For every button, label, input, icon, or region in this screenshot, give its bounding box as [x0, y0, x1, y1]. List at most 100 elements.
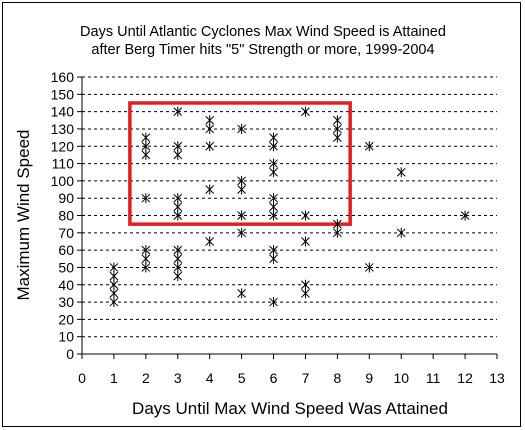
x-tick-label-8: 8	[333, 370, 341, 386]
x-tick-label-6: 6	[270, 370, 278, 386]
data-point	[173, 193, 183, 204]
data-point	[205, 115, 215, 126]
highlight-box	[128, 101, 352, 226]
y-tick-label-30: 30	[58, 294, 74, 310]
x-axis-title: Days Until Max Wind Speed Was Attained	[132, 399, 448, 418]
data-point	[173, 253, 183, 264]
data-point	[301, 210, 310, 221]
data-point	[269, 201, 278, 212]
data-point	[141, 141, 151, 152]
y-tick-label-50: 50	[58, 259, 74, 275]
x-tick-label-10: 10	[393, 370, 409, 386]
data-point	[301, 236, 310, 247]
data-point	[173, 149, 183, 160]
data-point	[269, 158, 278, 169]
data-point	[237, 288, 246, 299]
y-tick-label-110: 110	[52, 156, 75, 172]
x-tick-label-1: 1	[110, 370, 118, 386]
y-tick-label-130: 130	[51, 121, 75, 137]
data-point	[269, 132, 278, 143]
data-point	[364, 141, 374, 152]
y-tick-label-120: 120	[51, 138, 75, 154]
y-tick-label-60: 60	[58, 242, 74, 258]
data-point	[333, 115, 342, 126]
data-point	[237, 184, 246, 195]
y-tick-label-100: 100	[51, 173, 75, 189]
y-tick-label-160: 160	[51, 69, 75, 85]
data-point	[205, 184, 215, 195]
data-point	[237, 210, 246, 221]
x-tick-label-0: 0	[78, 370, 86, 386]
data-point	[173, 271, 183, 282]
axes	[77, 76, 498, 359]
data-point	[301, 106, 310, 117]
data-point	[173, 262, 183, 273]
data-point	[396, 227, 406, 238]
data-point	[141, 149, 151, 160]
data-point	[173, 106, 183, 117]
x-tick-label-11: 11	[426, 370, 441, 386]
data-point	[333, 219, 342, 230]
data-point	[141, 193, 151, 204]
data-point	[109, 288, 119, 299]
x-tick-label-12: 12	[457, 370, 473, 386]
data-point	[269, 253, 278, 264]
data-point	[205, 123, 215, 134]
y-tick-label-20: 20	[58, 311, 74, 327]
x-tick-label-5: 5	[238, 370, 246, 386]
x-tick-label-3: 3	[174, 370, 182, 386]
y-tick-label-150: 150	[51, 86, 75, 102]
data-point	[333, 123, 342, 134]
data-point	[269, 141, 278, 152]
chart-title-line-1: Days Until Atlantic Cyclones Max Wind Sp…	[80, 24, 446, 40]
data-point	[173, 201, 183, 212]
data-point	[301, 288, 310, 299]
y-axis-title: Maximum Wind Speed	[14, 129, 33, 300]
data-point	[237, 227, 246, 238]
data-point	[109, 271, 119, 282]
data-point	[333, 132, 342, 143]
y-tick-label-140: 140	[51, 104, 75, 120]
x-tick-label-4: 4	[206, 370, 214, 386]
x-tick-label-7: 7	[302, 370, 310, 386]
data-point	[173, 245, 183, 256]
data-point	[269, 167, 278, 178]
data-point	[333, 227, 342, 238]
data-point	[141, 253, 151, 264]
y-tick-label-0: 0	[66, 346, 74, 362]
y-tick-label-10: 10	[58, 329, 74, 345]
data-point	[237, 123, 246, 134]
data-point	[109, 297, 119, 308]
data-points	[109, 106, 470, 308]
data-point	[269, 245, 278, 256]
data-point	[396, 167, 406, 178]
data-point	[205, 236, 215, 247]
data-point	[109, 262, 119, 273]
data-point	[141, 132, 151, 143]
chart-title-line-2: after Berg Timer hits "5" Strength or mo…	[91, 42, 434, 58]
y-tick-label-80: 80	[58, 208, 74, 224]
data-point	[109, 279, 119, 290]
y-tick-label-70: 70	[58, 225, 74, 241]
highlight-box-layer	[128, 101, 352, 226]
data-point	[173, 141, 183, 152]
chart-frame	[2, 2, 521, 427]
x-tick-labels: 0 1 2 3 4 5 6 7 8 9 10 11 12 13	[78, 370, 505, 386]
gridlines	[82, 76, 497, 338]
data-point	[205, 141, 215, 152]
data-point	[269, 297, 278, 308]
data-point	[364, 262, 374, 273]
y-tick-label-90: 90	[58, 190, 74, 206]
data-point	[269, 193, 278, 204]
data-point	[237, 175, 246, 186]
data-point	[460, 210, 470, 221]
x-tick-label-2: 2	[142, 370, 150, 386]
data-point	[173, 210, 183, 221]
data-point	[141, 245, 151, 256]
data-point	[141, 262, 151, 273]
data-point	[301, 279, 310, 290]
x-tick-label-9: 9	[365, 370, 373, 386]
data-point	[269, 210, 278, 221]
